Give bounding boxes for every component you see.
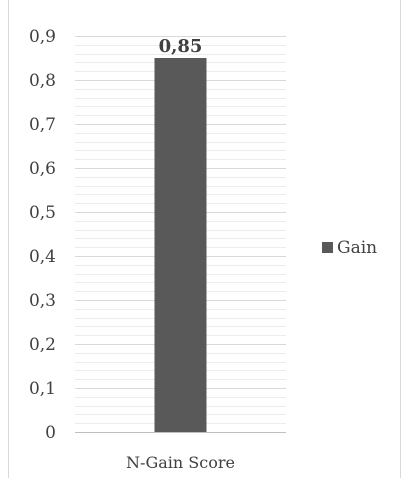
legend-label: Gain <box>337 238 377 258</box>
y-tick-label: 0,9 <box>29 27 56 47</box>
legend: Gain <box>322 238 377 258</box>
y-tick-label: 0,7 <box>29 115 56 135</box>
bars <box>154 58 207 432</box>
y-tick-label: 0,4 <box>29 247 56 267</box>
y-tick-label: 0,3 <box>29 291 56 311</box>
bar-gain <box>154 58 207 432</box>
y-tick-label: 0,6 <box>29 159 56 179</box>
y-tick-label: 0,8 <box>29 71 56 91</box>
legend-swatch <box>322 242 333 253</box>
y-tick-label: 0,2 <box>29 335 56 355</box>
y-tick-label: 0 <box>45 423 56 443</box>
x-axis: N-Gain Score <box>75 432 286 472</box>
y-tick-label: 0,1 <box>29 379 56 399</box>
data-labels: 0,85 <box>159 36 203 57</box>
y-tick-label: 0,5 <box>29 203 56 223</box>
x-tick-label: N-Gain Score <box>126 453 235 472</box>
data-label: 0,85 <box>159 36 203 57</box>
y-tick-labels: 0 0,1 0,2 0,3 0,4 0,5 0,6 0,7 0,8 0,9 <box>29 27 56 443</box>
